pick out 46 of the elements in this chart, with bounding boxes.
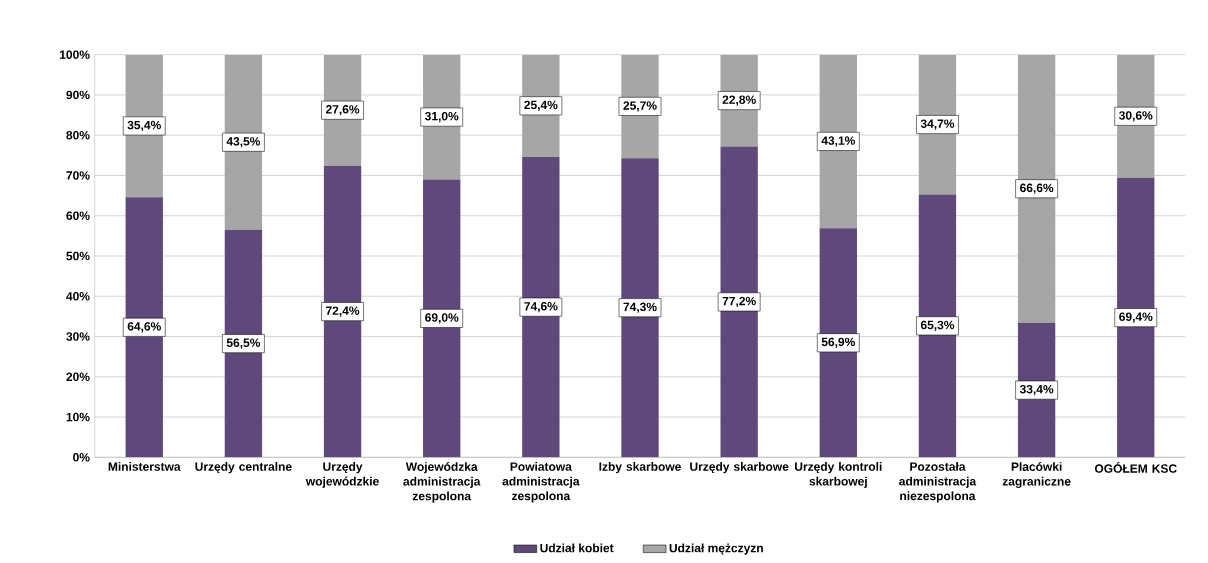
data-label: 65,3% [920, 320, 955, 332]
x-tick-label: Wojewódzka administracja zespolona [403, 462, 481, 503]
x-tick-label: Izby skarbowe [599, 462, 681, 474]
x-tick-label: Urzędy kontroli skarbowej [795, 462, 882, 489]
x-tick-label: Urzędy centralne [195, 462, 292, 474]
y-tick-label: 50% [66, 251, 90, 261]
data-label: 25,4% [524, 100, 558, 112]
x-tick-label: Placówki zagraniczne [1002, 462, 1071, 489]
data-label: 74,6% [524, 302, 558, 313]
data-label: 30,6% [1119, 111, 1153, 122]
data-label: 56,9% [821, 337, 855, 349]
y-tick-label: 0% [73, 453, 90, 462]
x-tick-label: Ministerstwa [108, 462, 181, 472]
data-label: 69,0% [425, 313, 459, 324]
data-label: 25,7% [623, 101, 657, 112]
data-label: 33,4% [1019, 385, 1054, 396]
data-label: 56,5% [226, 338, 261, 349]
y-tick-label: 100% [60, 50, 90, 60]
x-tick-label: Urzędy skarbowe [690, 462, 789, 474]
y-tick-label: 60% [66, 211, 90, 221]
data-label: 72,4% [326, 306, 360, 317]
data-label: 66,6% [1020, 183, 1054, 195]
y-tick-label: 20% [66, 372, 90, 382]
y-tick-label: 40% [66, 292, 90, 301]
y-tick-label: 90% [66, 90, 90, 100]
data-label: 22,8% [722, 95, 756, 106]
data-label: 34,7% [920, 119, 955, 130]
data-label: 64,6% [127, 322, 161, 333]
data-label: 31,0% [424, 112, 459, 123]
x-tick-label: OGÓŁEM KSC [1094, 462, 1177, 473]
y-tick-label: 10% [66, 412, 90, 422]
legend-label: Udział kobiet [540, 543, 614, 553]
y-tick-label: 80% [66, 131, 90, 140]
data-label: 74,3% [623, 302, 657, 314]
x-tick-label: Urzędy wojewódzkie [305, 462, 379, 489]
data-label: 27,6% [325, 105, 360, 116]
data-label: 77,2% [722, 296, 756, 308]
data-label: 35,4% [127, 120, 161, 132]
y-tick-label: 70% [66, 171, 90, 180]
y-tick-label: 30% [66, 332, 90, 341]
data-label: 69,4% [1119, 312, 1153, 323]
legend-label: Udział mężczyzn [669, 543, 763, 555]
x-tick-label: Powiatowa administracja zespolona [502, 462, 580, 503]
data-label: 43,1% [821, 136, 855, 147]
data-label: 43,5% [226, 137, 261, 148]
x-tick-label: Pozostała administracja niezespolona [899, 462, 977, 503]
